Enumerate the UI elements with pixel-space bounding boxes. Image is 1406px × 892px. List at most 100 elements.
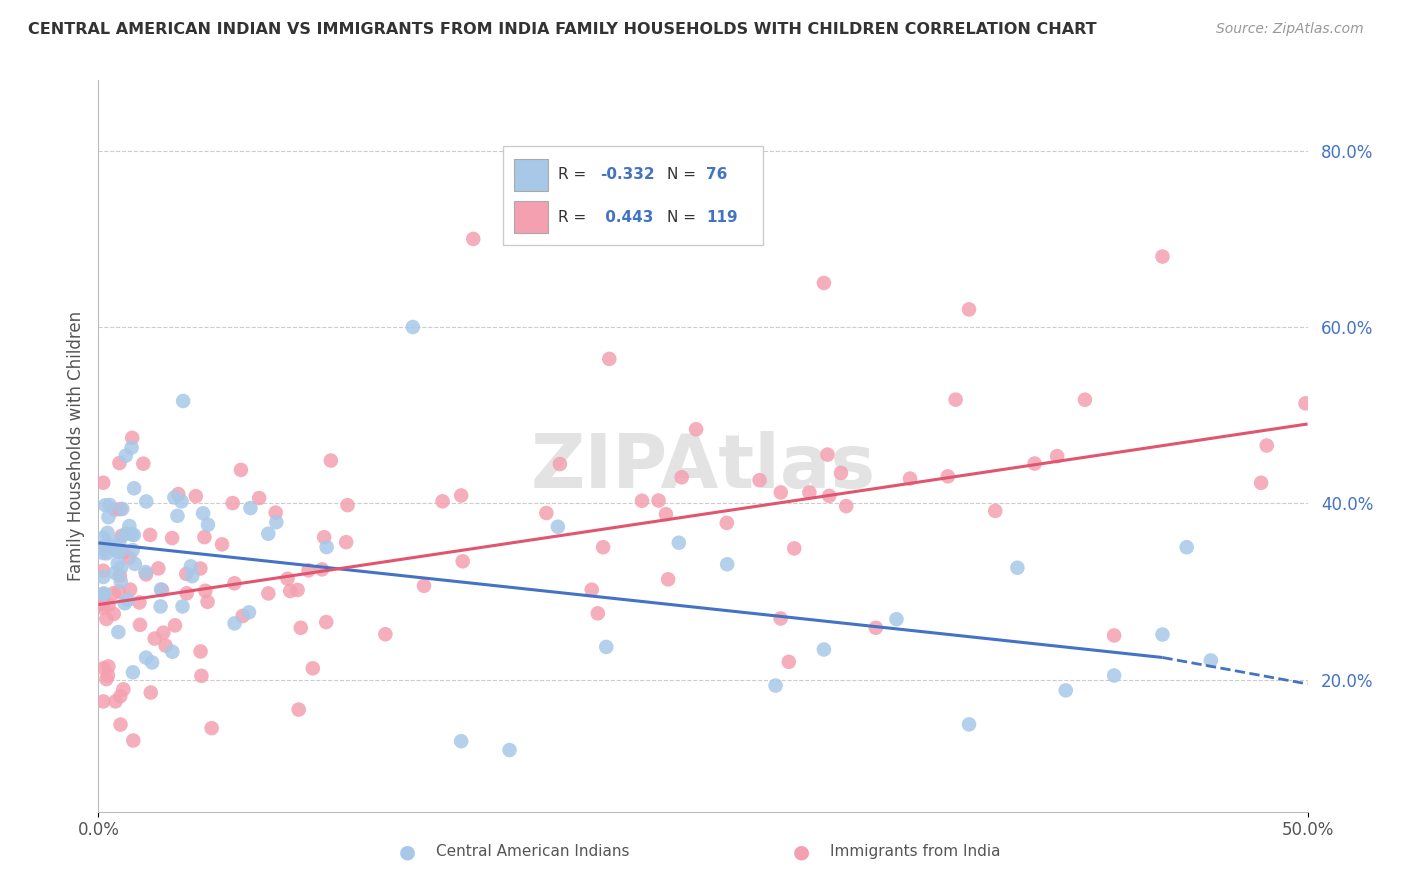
Point: [121, 527, 143, 541]
Point: [163, 618, 186, 632]
Point: [149, 599, 172, 614]
Point: [121, 441, 143, 455]
Point: [118, 550, 141, 565]
Point: [197, 595, 219, 609]
Point: [93, 661, 115, 675]
Point: [936, 469, 959, 483]
Point: [129, 617, 152, 632]
Point: [143, 632, 166, 646]
Point: [813, 276, 835, 290]
Text: ●: ●: [399, 842, 416, 862]
Point: [813, 642, 835, 657]
Point: [148, 561, 170, 575]
Point: [120, 582, 142, 597]
Point: [193, 530, 215, 544]
Point: [463, 232, 485, 246]
Point: [91, 541, 114, 556]
Point: [413, 579, 436, 593]
Point: [277, 572, 299, 586]
Point: [817, 448, 839, 462]
Point: [655, 507, 678, 521]
Point: [117, 592, 139, 607]
Point: [135, 650, 157, 665]
Point: [132, 457, 155, 471]
Point: [301, 661, 323, 675]
Point: [108, 502, 131, 516]
Point: [122, 665, 145, 680]
Text: CENTRAL AMERICAN INDIAN VS IMMIGRANTS FROM INDIA FAMILY HOUSEHOLDS WITH CHILDREN: CENTRAL AMERICAN INDIAN VS IMMIGRANTS FR…: [28, 22, 1097, 37]
Point: [191, 506, 214, 520]
Point: [91, 570, 114, 584]
Point: [647, 493, 669, 508]
Point: [1054, 683, 1077, 698]
Point: [1024, 457, 1046, 471]
Point: [110, 561, 132, 575]
Point: [188, 561, 211, 575]
Point: [287, 702, 309, 716]
Point: [657, 572, 679, 586]
Point: [112, 682, 135, 697]
Point: [335, 535, 357, 549]
Point: [224, 576, 246, 591]
Point: [105, 544, 128, 558]
Point: [166, 508, 188, 523]
Point: [1046, 449, 1069, 463]
Point: [297, 563, 319, 577]
Point: [97, 510, 120, 524]
Text: ●: ●: [793, 842, 810, 862]
Point: [685, 422, 707, 436]
Point: [110, 529, 132, 543]
Point: [451, 554, 474, 568]
Point: [91, 587, 114, 601]
Point: [91, 591, 114, 606]
Point: [163, 491, 186, 505]
Point: [172, 599, 194, 614]
Point: [107, 557, 129, 571]
Point: [96, 612, 118, 626]
Point: [97, 668, 120, 682]
Point: [336, 498, 359, 512]
Point: [190, 644, 212, 658]
Point: [141, 656, 163, 670]
Point: [122, 528, 145, 542]
Y-axis label: Family Households with Children: Family Households with Children: [66, 311, 84, 581]
Point: [139, 528, 162, 542]
Point: [111, 502, 134, 516]
Point: [108, 584, 131, 599]
Point: [1102, 628, 1125, 642]
Point: [108, 533, 131, 548]
Point: [96, 525, 118, 540]
Point: [91, 564, 114, 578]
Point: [96, 546, 118, 560]
Point: [432, 494, 454, 508]
Point: [536, 506, 558, 520]
Point: [155, 639, 177, 653]
Point: [1152, 627, 1174, 641]
Point: [152, 625, 174, 640]
Point: [799, 485, 821, 500]
Point: [115, 526, 138, 541]
Point: [104, 566, 127, 580]
Point: [121, 543, 143, 558]
Point: [957, 302, 980, 317]
Point: [581, 582, 603, 597]
Point: [266, 515, 288, 529]
Point: [176, 586, 198, 600]
Point: [290, 621, 312, 635]
Point: [247, 491, 270, 505]
Point: [450, 488, 472, 502]
Point: [98, 538, 121, 552]
Point: [162, 645, 184, 659]
Point: [108, 456, 131, 470]
Point: [945, 392, 967, 407]
Point: [769, 611, 792, 625]
Point: [93, 586, 115, 600]
Point: [172, 394, 194, 409]
Point: [121, 431, 143, 445]
Point: [135, 567, 157, 582]
Point: [778, 655, 800, 669]
Point: [1199, 653, 1222, 667]
Point: [107, 625, 129, 640]
Point: [104, 502, 127, 516]
Point: [96, 672, 118, 686]
